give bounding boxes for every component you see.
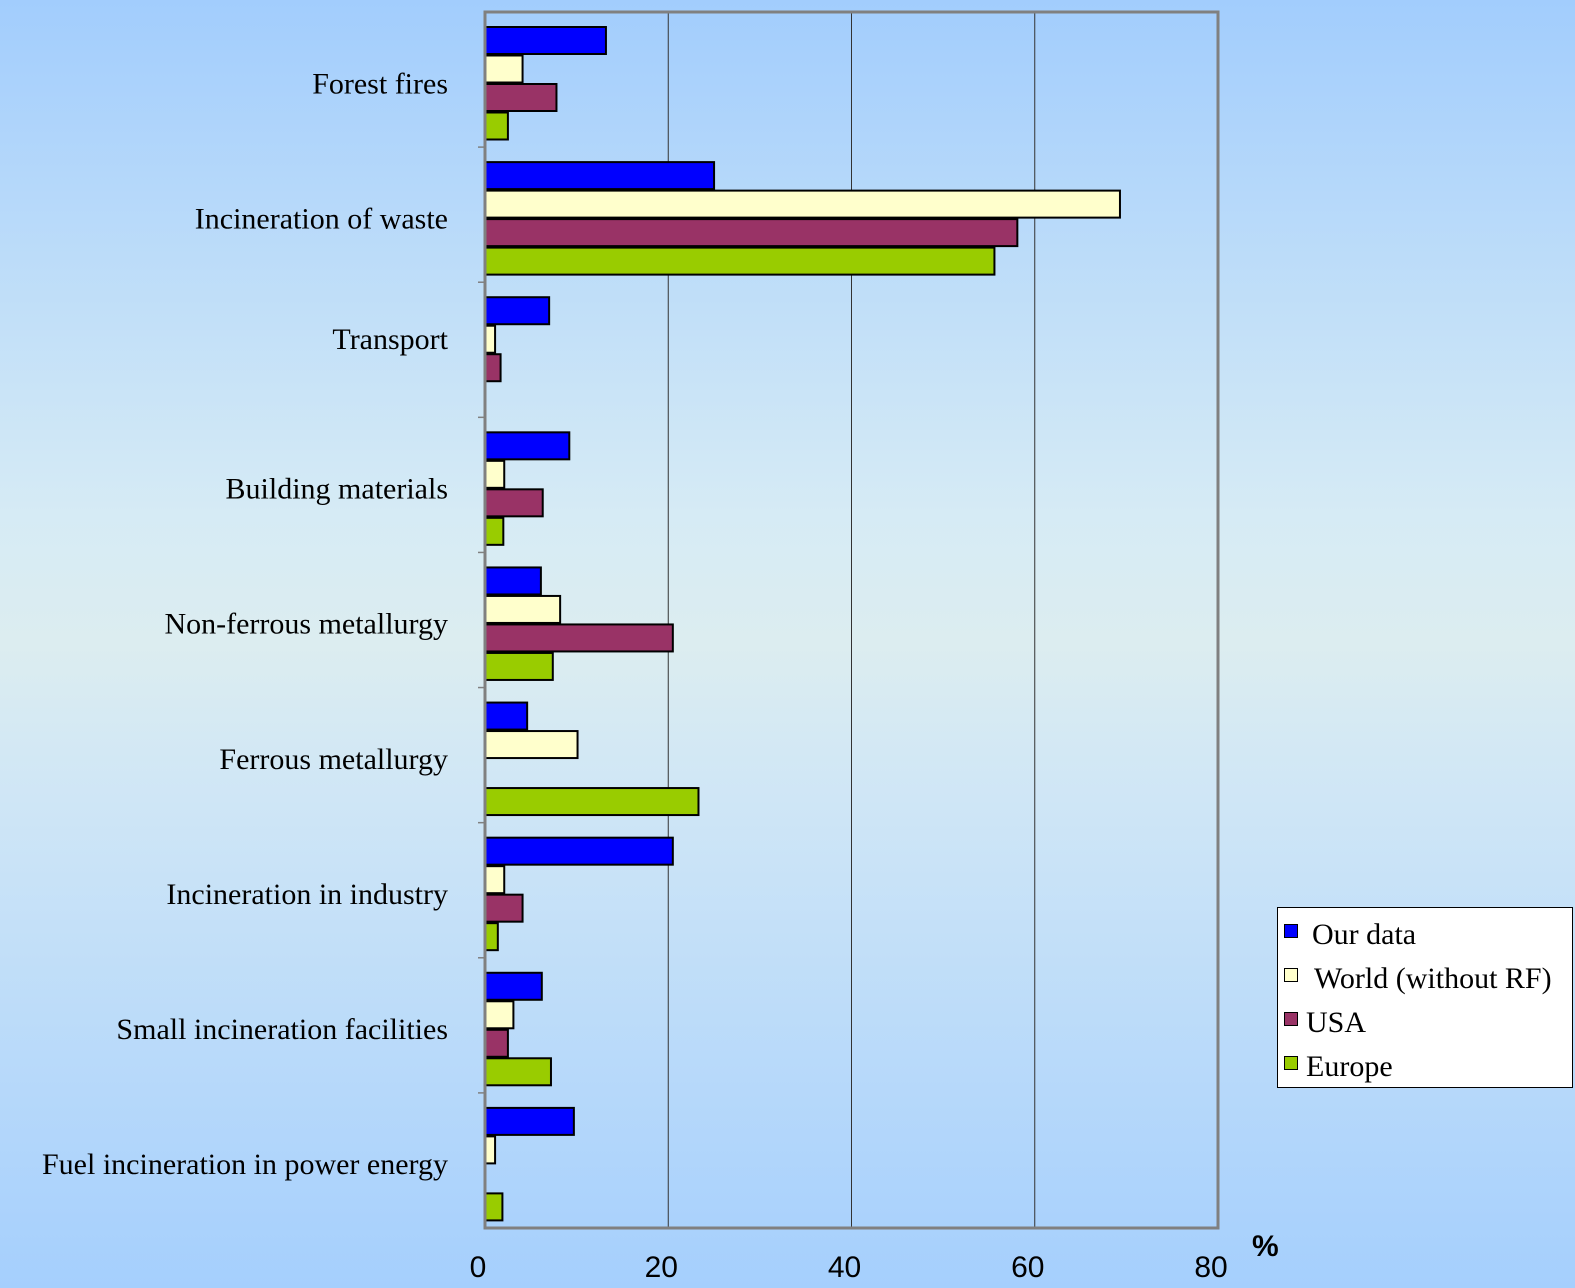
bar	[484, 431, 571, 461]
bar	[484, 623, 674, 653]
bar	[484, 893, 524, 923]
bar	[484, 701, 529, 731]
bar	[484, 488, 544, 518]
legend: Our data World (without RF) USA Europe	[1277, 907, 1573, 1088]
bar	[484, 1106, 575, 1136]
bar	[484, 189, 1121, 219]
category-ticks	[478, 146, 485, 1094]
category-label: Ferrous metallurgy	[219, 743, 448, 776]
category-label: Forest fires	[312, 67, 448, 100]
category-labels: Forest fires Incineration of waste Transpo…	[42, 67, 449, 1181]
x-tick-label: 80	[1194, 1251, 1227, 1284]
bar	[484, 971, 543, 1001]
legend-label-our-data: Our data	[1312, 918, 1417, 951]
bar	[484, 1057, 552, 1087]
bar	[484, 324, 497, 354]
legend-swatch-europe	[1284, 1056, 1298, 1070]
category-label: Small incineration facilities	[116, 1013, 448, 1046]
bar	[484, 651, 554, 681]
bar	[484, 922, 499, 952]
legend-swatch-our-data	[1284, 924, 1298, 938]
bar	[484, 1028, 509, 1058]
category-label: Incineration in industry	[166, 878, 448, 911]
bar	[484, 836, 674, 866]
bar	[484, 566, 542, 596]
legend-swatch-world	[1284, 968, 1298, 982]
bar	[484, 111, 509, 141]
category-label: Transport	[332, 323, 448, 356]
category-label: Fuel incineration in power energy	[42, 1148, 448, 1181]
x-tick-label: 20	[645, 1251, 678, 1284]
plot-area	[483, 10, 1220, 1230]
category-label: Incineration of waste	[195, 202, 448, 235]
bar	[484, 161, 716, 191]
category-label: Building materials	[226, 473, 448, 506]
x-tick-labels: 0 20 40 60 80	[470, 1251, 1228, 1284]
category-label: Non-ferrous metallurgy	[164, 608, 448, 641]
bar	[484, 54, 524, 84]
bar	[484, 1000, 515, 1030]
bar	[484, 730, 579, 760]
legend-label-usa: USA	[1306, 1006, 1367, 1039]
bar	[484, 83, 558, 112]
bars	[484, 26, 1121, 1222]
bar	[484, 1135, 497, 1165]
bar	[484, 218, 1019, 248]
x-tick-label: 60	[1011, 1251, 1044, 1284]
legend-swatch-usa	[1284, 1012, 1298, 1026]
bar	[484, 865, 506, 895]
bar	[484, 353, 502, 383]
x-axis-unit-label: %	[1252, 1230, 1279, 1263]
bar	[484, 26, 607, 55]
x-tick-label: 0	[470, 1251, 487, 1284]
x-tick-label: 40	[828, 1251, 861, 1284]
legend-label-europe: Europe	[1306, 1050, 1393, 1083]
bar	[484, 296, 551, 326]
bar	[484, 516, 505, 546]
bar	[484, 1192, 504, 1222]
legend-label-world: World (without RF)	[1314, 962, 1552, 995]
bar	[484, 787, 700, 817]
bar	[484, 246, 996, 276]
bar	[484, 459, 506, 489]
bar	[484, 594, 562, 624]
